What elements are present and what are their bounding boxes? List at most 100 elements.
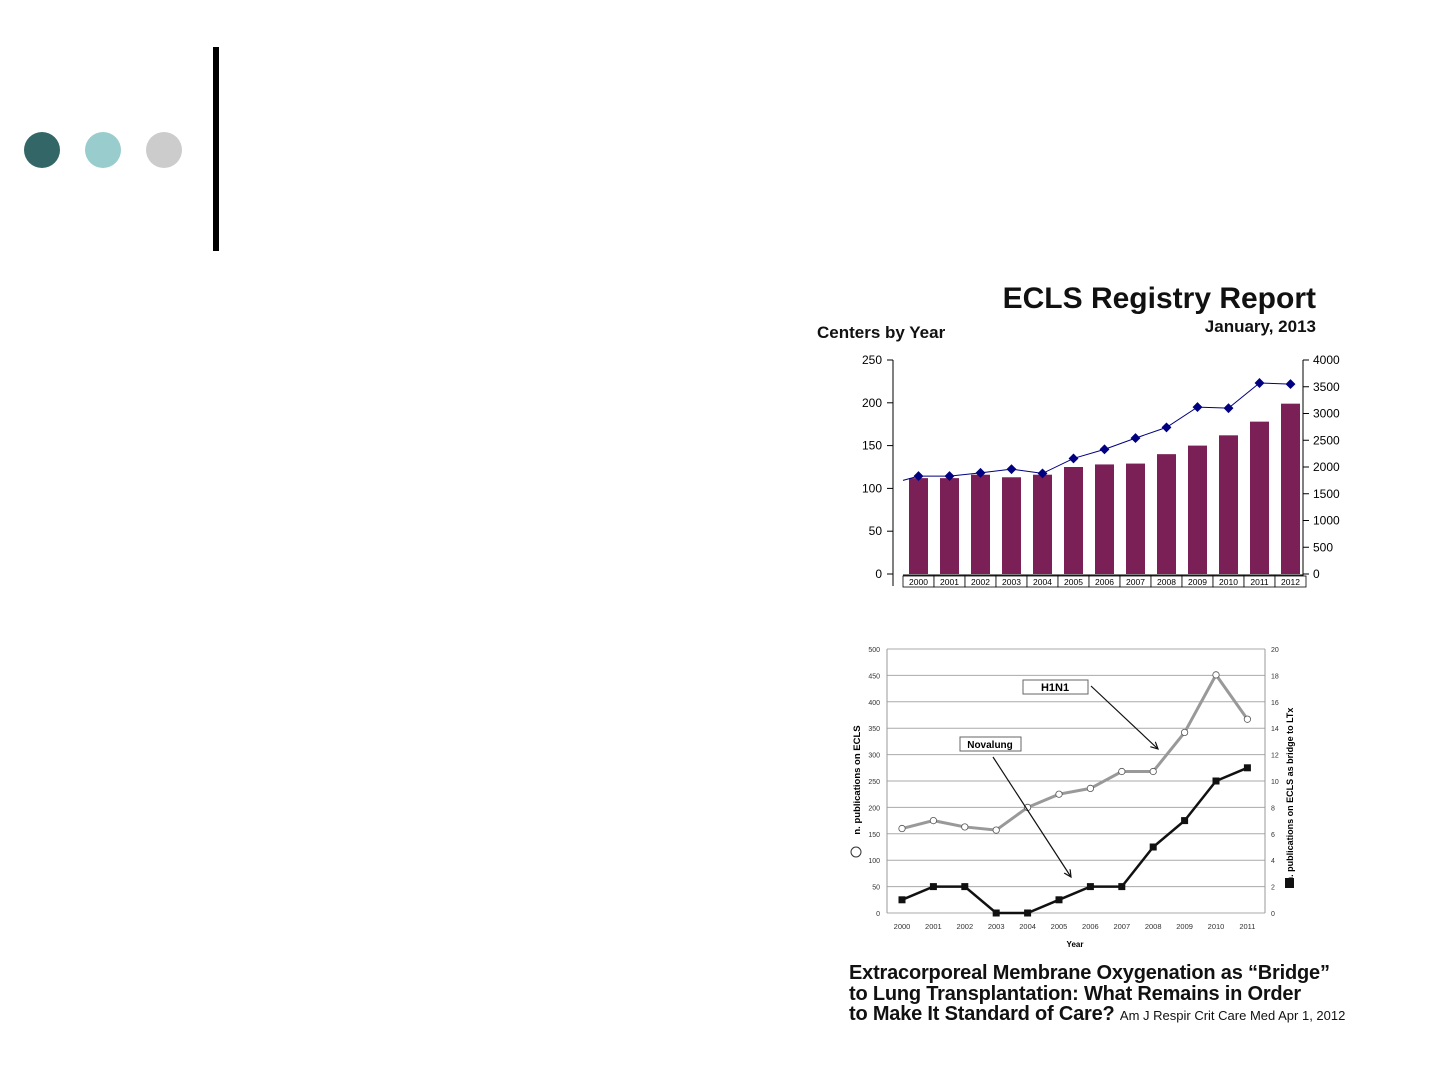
y2-tick-label: 0 bbox=[1271, 911, 1275, 918]
cases-marker bbox=[1254, 378, 1265, 388]
cases-marker bbox=[975, 467, 986, 478]
ltx-marker bbox=[1212, 777, 1220, 785]
x-tick-label: 2006 bbox=[1082, 922, 1099, 931]
cases-marker bbox=[1223, 403, 1234, 414]
bar bbox=[909, 478, 928, 574]
cases-marker bbox=[1130, 433, 1141, 444]
cases-marker bbox=[1285, 379, 1296, 390]
ecls-marker bbox=[1118, 767, 1126, 776]
bar bbox=[1064, 467, 1083, 574]
bar bbox=[1188, 445, 1207, 574]
y-tick-label: 150 bbox=[862, 439, 882, 453]
y2-tick-label: 16 bbox=[1271, 700, 1279, 707]
x-tick-label: 2011 bbox=[1250, 577, 1269, 587]
h1n1-label: H1N1 bbox=[1041, 682, 1069, 694]
ecls-marker bbox=[992, 826, 1000, 834]
citation-line3: to Make It Standard of Care? bbox=[849, 1003, 1115, 1025]
ltx-marker bbox=[1055, 896, 1063, 904]
x-tick-label: 2011 bbox=[1239, 922, 1255, 931]
y2-tick-label: 18 bbox=[1271, 673, 1279, 680]
y-tick-label: 500 bbox=[868, 647, 880, 654]
y-axis-label: n. publications on ECLS bbox=[852, 725, 863, 834]
chart1-subtitle: January, 2013 bbox=[1204, 317, 1316, 336]
x-tick-label: 2006 bbox=[1095, 577, 1114, 587]
ecls-marker bbox=[1086, 784, 1094, 792]
bar bbox=[1033, 474, 1052, 574]
citation-ref: Am J Respir Crit Care Med Apr 1, 2012 bbox=[1119, 1008, 1346, 1023]
y-tick-label: 100 bbox=[862, 481, 882, 495]
y2-tick-label: 4 bbox=[1271, 858, 1275, 865]
bar bbox=[1002, 477, 1021, 574]
ecls-marker bbox=[898, 824, 906, 833]
x-tick-label: 2004 bbox=[1019, 922, 1036, 931]
y2-tick-label: 3500 bbox=[1313, 380, 1340, 394]
citation-line: to Lung Transplantation: What Remains in… bbox=[849, 982, 1301, 1005]
y-tick-label: 50 bbox=[872, 885, 880, 892]
x-tick-label: 2000 bbox=[894, 922, 911, 931]
novalung-label: Novalung bbox=[967, 740, 1013, 751]
ecls-legend-icon bbox=[850, 846, 862, 858]
y2-tick-label: 2000 bbox=[1313, 460, 1340, 474]
y2-tick-label: 3000 bbox=[1313, 407, 1340, 421]
y2-tick-label: 0 bbox=[1313, 567, 1320, 581]
y2-tick-label: 2500 bbox=[1313, 433, 1340, 447]
x-tick-label: 2000 bbox=[909, 577, 928, 587]
y-tick-label: 150 bbox=[868, 832, 880, 839]
ltx-marker bbox=[1243, 764, 1251, 772]
x-tick-label: 2009 bbox=[1176, 922, 1193, 931]
y-tick-label: 300 bbox=[868, 753, 880, 760]
x-tick-label: 2002 bbox=[971, 577, 990, 587]
cases-marker bbox=[1161, 422, 1172, 433]
decor-dot-gray bbox=[146, 132, 182, 168]
x-tick-label: 2004 bbox=[1033, 577, 1052, 587]
citation-line: to Make It Standard of Care? Am J Respir… bbox=[849, 1004, 1345, 1027]
x-tick-label: 2007 bbox=[1126, 577, 1145, 587]
cases-marker bbox=[1037, 468, 1048, 479]
cases-marker bbox=[1099, 444, 1110, 455]
x-tick-label: 2003 bbox=[1002, 577, 1021, 587]
x-tick-label: 2005 bbox=[1064, 577, 1083, 587]
publications-chart: 0 50 100 150 200 250 300 350 400 450 500 0 2 4 6 8 10 12 1… bbox=[850, 647, 1295, 949]
ecls-marker bbox=[1149, 767, 1157, 776]
cases-marker bbox=[913, 471, 924, 482]
bar bbox=[1157, 454, 1176, 574]
y2-tick-label: 8 bbox=[1271, 805, 1275, 812]
bar bbox=[940, 478, 959, 574]
ecls-marker bbox=[1243, 715, 1251, 723]
cases-marker bbox=[944, 471, 955, 482]
chart1-label: Centers by Year bbox=[817, 323, 946, 342]
y-tick-label: 200 bbox=[868, 805, 880, 812]
x-tick-label: 2001 bbox=[940, 577, 959, 587]
y2-tick-label: 12 bbox=[1271, 753, 1279, 760]
ecls-marker bbox=[1055, 790, 1063, 798]
ltx-legend-icon bbox=[1285, 878, 1294, 888]
y-tick-label: 350 bbox=[868, 726, 880, 733]
bar bbox=[971, 474, 990, 574]
bar bbox=[1126, 463, 1145, 574]
y2-tick-label: 20 bbox=[1271, 647, 1279, 654]
y2-tick-label: 1500 bbox=[1313, 487, 1340, 501]
y2-tick-label: 500 bbox=[1313, 540, 1333, 554]
ltx-marker bbox=[1086, 883, 1094, 891]
ltx-marker bbox=[1118, 883, 1126, 891]
novalung-box bbox=[959, 736, 1022, 752]
citation-line: Extracorporeal Membrane Oxygenation as “… bbox=[849, 962, 1330, 984]
bar bbox=[1281, 403, 1300, 574]
ltx-marker bbox=[992, 909, 1000, 917]
y2-tick-label: 2 bbox=[1271, 885, 1275, 892]
ltx-line bbox=[901, 766, 1248, 915]
bar bbox=[1219, 435, 1238, 574]
bar bbox=[1250, 421, 1269, 574]
ltx-marker bbox=[1181, 817, 1189, 825]
y-tick-label: 200 bbox=[862, 396, 882, 410]
x-tick-label: 2007 bbox=[1113, 922, 1130, 931]
ecls-marker bbox=[961, 823, 969, 831]
y-tick-label: 250 bbox=[868, 779, 880, 786]
ltx-marker bbox=[898, 896, 906, 904]
decor-vertical-bar bbox=[213, 47, 219, 251]
y-tick-label: 0 bbox=[875, 567, 882, 581]
x-tick-label: 2009 bbox=[1188, 577, 1207, 587]
y2-axis-label: n. publications on ECLS as bridge to LTx bbox=[1285, 708, 1295, 883]
ltx-marker bbox=[1024, 909, 1032, 917]
y-tick-label: 250 bbox=[862, 353, 882, 367]
